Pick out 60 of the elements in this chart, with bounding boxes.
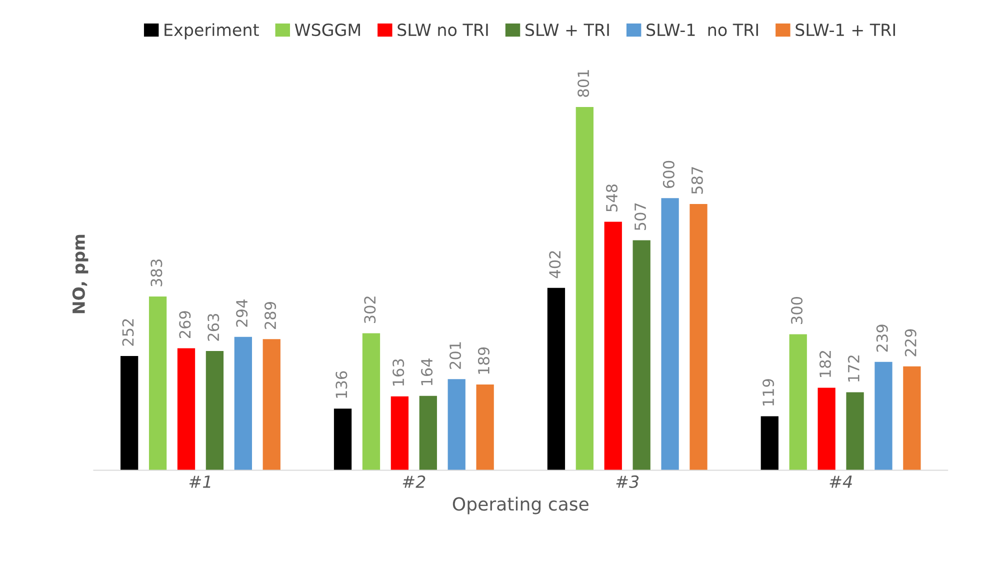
data-label: 507 — [634, 203, 646, 230]
bar — [874, 362, 892, 470]
data-label: 229 — [904, 329, 916, 356]
y-axis-title: NO, ppm — [72, 234, 88, 314]
data-label: 164 — [421, 358, 433, 386]
bar — [846, 392, 864, 470]
bar — [419, 396, 437, 470]
bar — [334, 408, 352, 470]
data-label: 182 — [819, 350, 832, 377]
bar — [547, 288, 566, 470]
legend-label: SLW no TRI — [398, 24, 488, 36]
bar — [604, 222, 622, 470]
bar — [760, 416, 778, 470]
data-label: 289 — [264, 302, 276, 329]
bar — [148, 296, 167, 470]
bar — [177, 348, 196, 470]
data-label: 383 — [150, 260, 162, 286]
legend-label: SLW-1 no TRI — [646, 24, 758, 36]
bar — [903, 366, 921, 470]
data-label: 548 — [606, 184, 618, 212]
bar — [476, 384, 494, 470]
bar — [234, 336, 252, 470]
data-label: 263 — [208, 314, 220, 341]
data-label: 269 — [179, 311, 191, 338]
legend-label: SLW + TRI — [526, 24, 609, 36]
data-label: 294 — [236, 300, 248, 327]
bar — [362, 333, 380, 470]
x-tick-label: #4 — [830, 476, 852, 488]
data-label: 302 — [364, 296, 376, 324]
x-tick-label: #3 — [616, 475, 639, 488]
data-label: 402 — [549, 251, 561, 278]
data-label: 801 — [578, 70, 590, 97]
bar — [789, 334, 807, 470]
data-label: 252 — [122, 319, 134, 346]
data-label: 163 — [392, 359, 404, 386]
bar — [390, 396, 409, 470]
data-label: 300 — [790, 296, 803, 324]
data-label: 587 — [691, 167, 703, 194]
data-label: 119 — [762, 379, 774, 406]
x-tick-label: #2 — [402, 475, 426, 488]
x-tick-label: #1 — [189, 476, 210, 488]
bar — [690, 204, 708, 470]
bar — [206, 350, 224, 470]
bar — [262, 339, 280, 470]
x-axis-title: Operating case — [452, 496, 588, 514]
bar — [576, 106, 594, 470]
data-label: 172 — [848, 356, 860, 382]
bar — [448, 379, 466, 470]
bar — [632, 240, 650, 470]
legend-label: WSGGM — [294, 24, 360, 36]
data-label: 189 — [478, 347, 490, 374]
bar — [661, 198, 679, 470]
legend-label: SLW-1 + TRI — [796, 24, 895, 36]
legend-label: Experiment — [164, 23, 259, 40]
data-label: 239 — [876, 324, 888, 352]
data-label: 201 — [449, 342, 462, 369]
bar — [120, 356, 138, 470]
bar — [818, 388, 836, 470]
data-label: 600 — [662, 160, 674, 188]
data-label: 136 — [336, 371, 348, 398]
